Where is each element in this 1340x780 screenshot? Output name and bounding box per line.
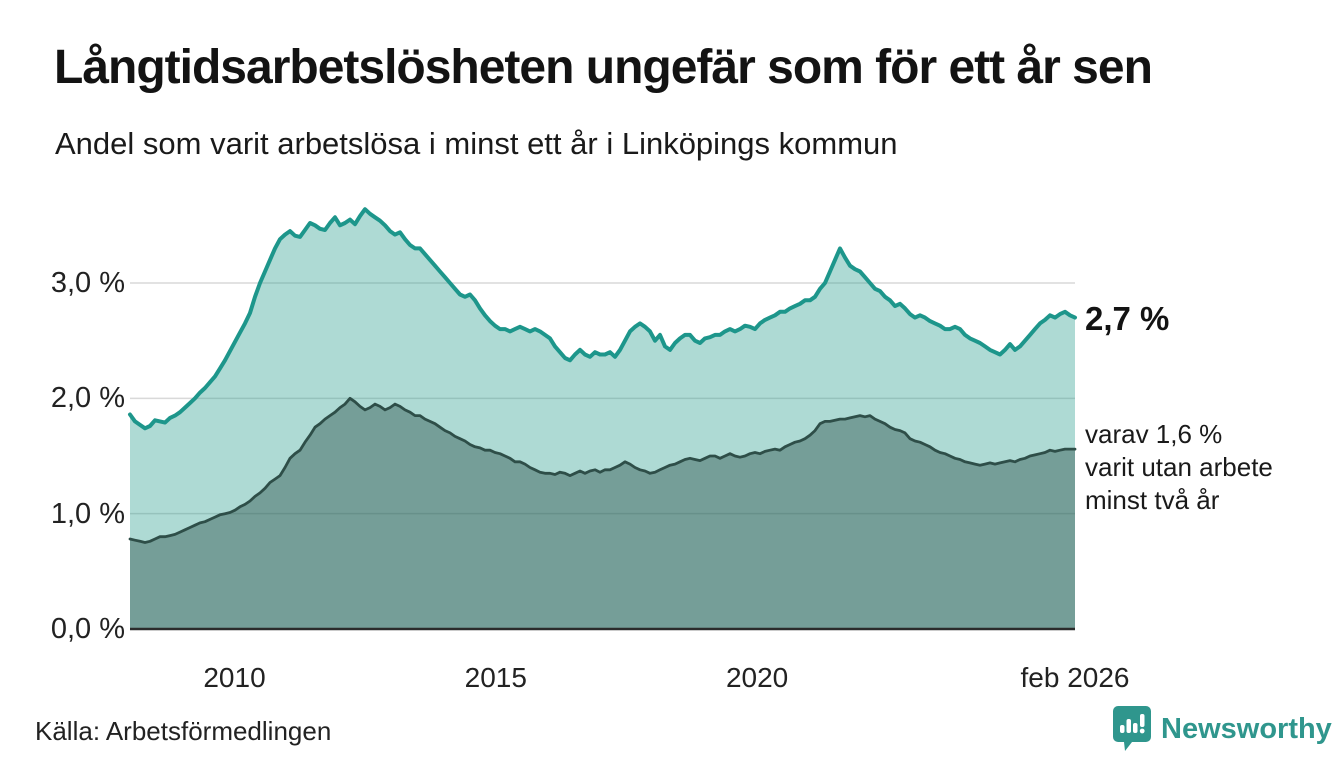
y-tick-1: 1,0 % [50,497,125,530]
y-tick-0: 0,0 % [50,613,125,645]
source-text: Källa: Arbetsförmedlingen [35,716,332,746]
y-tick-3: 3,0 % [50,267,125,299]
chart-subtitle: Andel som varit arbetslösa i minst ett å… [55,126,898,161]
x-tick-2020: 2020 [725,662,789,693]
newsworthy-logo: Newsworthy [1112,705,1332,753]
line-two-years [128,396,1077,544]
area-total-fill [130,209,1075,629]
page-title: Långtidsarbetslösheten ungefär som för e… [54,41,1153,94]
line-total [128,207,1077,431]
area-two-years-fill [130,398,1075,629]
two-year-detail-label: varav 1,6 % varit utan arbete minst två … [1085,419,1273,515]
latest-value-label: 2,7 % [1085,300,1170,337]
gridlines [130,282,1075,515]
x-tick-2015: 2015 [464,662,527,693]
x-tick-2010: 2010 [203,662,266,693]
newsworthy-logo-text: Newsworthy [1161,712,1332,745]
y-tick-2: 2,0 % [50,382,125,415]
x-tick-feb-2026: feb 2026 [1020,662,1130,693]
newsworthy-logo-icon [1113,706,1151,751]
